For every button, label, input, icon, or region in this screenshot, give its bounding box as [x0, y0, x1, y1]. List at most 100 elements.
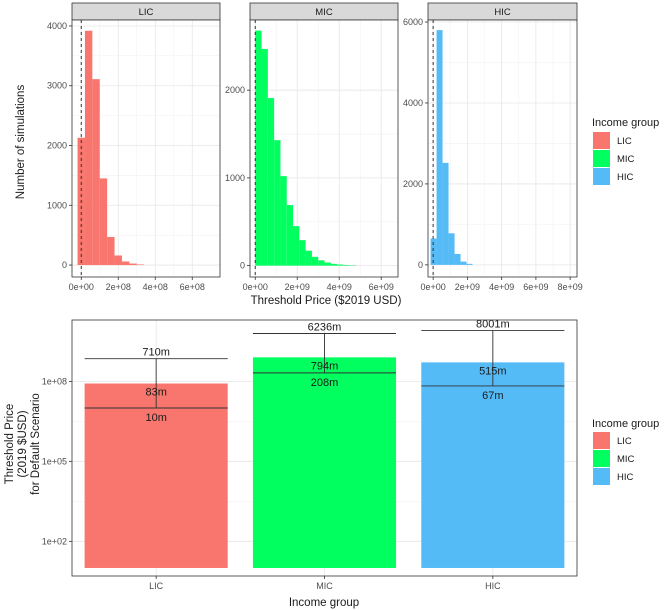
- histogram-bar-mic: [261, 48, 268, 266]
- bar-legend-key-hic: [593, 468, 610, 485]
- histogram-legend-label-lic: LIC: [617, 136, 632, 147]
- bar-panel-border: [71, 319, 578, 577]
- y-tick-label: 4000: [403, 98, 423, 108]
- x-tick-label: 2e+09: [285, 282, 310, 292]
- facet-lic: LIC 0e+00 2e+08 4e+08 6e+08 0 1000 2000 3000 4000: [47, 2, 221, 292]
- histogram-y-axis-title: Number of simulations: [15, 85, 27, 200]
- x-tick-label: 0e+00: [420, 282, 445, 292]
- value-label-lic: 83m: [145, 387, 166, 399]
- lower-label-mic: 208m: [311, 377, 339, 389]
- panel-border-hic: [427, 19, 578, 278]
- lower-label-hic: 67m: [482, 390, 503, 402]
- x-tick-label: 0e+00: [243, 282, 268, 292]
- y-tick-label: 1000: [225, 173, 245, 183]
- y-tick-label: 4000: [47, 21, 67, 31]
- facet-strip-label-hic: HIC: [494, 7, 511, 18]
- upper-label-mic: 6236m: [308, 321, 342, 333]
- value-label-hic: 515m: [479, 365, 507, 377]
- histogram-bar-lic: [99, 178, 108, 266]
- histogram-bar-lic: [107, 236, 115, 266]
- bar-lic: [84, 383, 228, 568]
- histogram-legend-key-lic: [593, 132, 610, 149]
- histogram-bar-hic: [436, 30, 443, 265]
- histogram-legend-key-hic: [593, 168, 610, 185]
- histogram-bar-mic: [299, 240, 306, 266]
- x-tick-label: 4e+08: [143, 282, 168, 292]
- bar-legend-label-mic: MIC: [617, 454, 635, 465]
- facet-strip-label-lic: LIC: [139, 7, 154, 18]
- histogram-bar-mic: [343, 264, 350, 266]
- bar-legend-key-lic: [593, 432, 610, 449]
- bar-y-axis-title-line-2: (2019 $USD): [17, 410, 29, 477]
- bar-chart: 1e+02 1e+05 1e+08 LIC MIC HIC 710m 83m 10m 6236m 7…: [42, 319, 578, 591]
- histogram-bar-mic: [267, 98, 275, 266]
- lower-label-lic: 10m: [145, 412, 166, 424]
- histogram-bar-mic: [337, 264, 344, 266]
- histogram-bar-mic: [255, 30, 262, 266]
- histogram-bar-lic: [84, 30, 93, 266]
- histogram-bar-lic: [121, 261, 130, 266]
- bar-legend: Income group LIC MIC HIC: [592, 418, 659, 485]
- bar-y-axis-title-line-1: Threshold Price: [4, 404, 16, 485]
- y-tick-label: 0: [62, 260, 67, 270]
- panel-border-lic: [71, 19, 221, 278]
- histogram-bar-mic: [318, 260, 325, 266]
- histogram-bar-mic: [324, 262, 331, 266]
- bar-y-tick-label: 1e+02: [42, 536, 67, 546]
- value-label-mic: 794m: [311, 360, 339, 372]
- histogram-legend-label-mic: MIC: [617, 154, 635, 165]
- histogram-legend: Income group LIC MIC HIC: [592, 117, 659, 185]
- y-tick-label: 2000: [403, 179, 423, 189]
- bar-legend-title: Income group: [592, 418, 659, 430]
- x-tick-label: 0e+00: [69, 282, 94, 292]
- histogram-bar-hic: [448, 233, 455, 265]
- x-tick-label: 4e+09: [327, 282, 352, 292]
- bar-mic: [252, 357, 397, 568]
- bar-x-tick-label: LIC: [149, 581, 164, 591]
- x-tick-label: 4e+09: [489, 282, 514, 292]
- x-tick-label: 6e+08: [180, 282, 205, 292]
- histogram-x-axis-title: Threshold Price ($2019 USD): [251, 295, 402, 307]
- histogram-bar-mic: [311, 256, 319, 266]
- facet-hic: HIC 0e+00 2e+09 4e+09 6e+09 8e+09 0 2000 4000 600…: [403, 2, 583, 292]
- y-tick-label: 1000: [47, 200, 67, 210]
- y-tick-label: 0: [240, 261, 245, 271]
- y-tick-label: 2000: [225, 85, 245, 95]
- upper-label-hic: 8001m: [476, 319, 510, 331]
- histogram-bar-lic: [114, 255, 122, 266]
- panel-border-mic: [249, 19, 399, 278]
- histogram-bar-mic: [274, 140, 281, 266]
- x-tick-label: 8e+09: [558, 282, 583, 292]
- histogram-bar-hic: [460, 261, 467, 265]
- histogram-legend-label-hic: HIC: [617, 172, 634, 183]
- histogram-legend-title: Income group: [592, 117, 659, 129]
- bar-legend-label-lic: LIC: [617, 436, 632, 447]
- histogram-facets: LIC 0e+00 2e+08 4e+08 6e+08 0 1000 2000 3000 4000…: [47, 2, 583, 292]
- histogram-bar-hic: [442, 162, 449, 265]
- bar-y-tick-label: 1e+05: [42, 456, 67, 466]
- histogram-bar-lic: [92, 79, 100, 266]
- histogram-bar-mic: [280, 176, 287, 266]
- histogram-bar-lic: [136, 264, 145, 266]
- histogram-bar-hic: [466, 263, 473, 265]
- bar-y-axis-title-line-3: for Default Scenario: [30, 393, 42, 495]
- bar-legend-key-mic: [593, 450, 610, 467]
- facet-mic: MIC 0e+00 2e+09 4e+09 6e+09 0 1000 2000: [225, 2, 399, 292]
- x-tick-label: 2e+08: [106, 282, 131, 292]
- x-tick-label: 6e+09: [523, 282, 548, 292]
- facet-strip-label-mic: MIC: [315, 7, 333, 18]
- histogram-bar-mic: [286, 205, 294, 266]
- bar-x-tick-label: MIC: [316, 581, 333, 591]
- y-tick-label: 0: [418, 260, 423, 270]
- x-tick-label: 6e+09: [369, 282, 394, 292]
- bar-x-tick-label: HIC: [485, 581, 501, 591]
- histogram-legend-key-mic: [593, 150, 610, 167]
- y-tick-label: 3000: [47, 81, 67, 91]
- histogram-bar-mic: [305, 250, 312, 266]
- y-tick-label: 6000: [403, 17, 423, 27]
- histogram-bar-mic: [330, 263, 338, 266]
- upper-label-lic: 710m: [142, 347, 170, 359]
- histogram-bar-hic: [454, 253, 461, 265]
- bar-hic: [421, 362, 565, 568]
